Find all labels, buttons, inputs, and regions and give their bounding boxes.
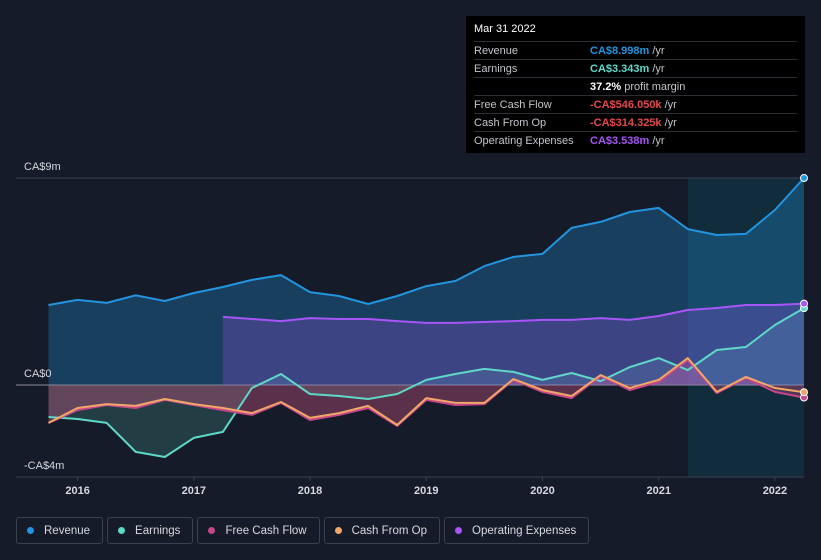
area-fill xyxy=(48,308,804,457)
series-line xyxy=(48,357,805,426)
tooltip-row: Earnings CA$3.343m/yr xyxy=(474,59,797,77)
x-tick-label: 2016 xyxy=(65,485,89,497)
end-marker xyxy=(800,174,808,183)
end-marker xyxy=(800,388,808,397)
tooltip-unit: /yr xyxy=(664,116,677,129)
legend-dot xyxy=(27,527,34,534)
y-tick-label: CA$9m xyxy=(24,161,61,173)
legend-label: Cash From Op xyxy=(351,524,428,537)
legend-item[interactable]: Earnings xyxy=(107,517,194,544)
x-tick-label: 2018 xyxy=(298,485,322,497)
legend-item[interactable]: Free Cash Flow xyxy=(197,517,320,544)
x-tick-label: 2021 xyxy=(646,485,670,497)
tooltip-value: CA$3.343m xyxy=(590,62,650,75)
tooltip-value: -CA$546.050k xyxy=(590,98,662,111)
tooltip-row: Cash From Op -CA$314.325k/yr xyxy=(474,113,797,131)
legend-dot xyxy=(455,527,463,534)
tooltip: Mar 31 2022 Revenue CA$8.998m/yr Earnings C… xyxy=(466,16,805,153)
area-fill xyxy=(222,303,804,385)
tooltip-unit: /yr xyxy=(652,62,665,75)
legend-item[interactable]: Cash From Op xyxy=(323,517,441,544)
tooltip-unit: /yr xyxy=(652,134,665,147)
series-line xyxy=(48,177,805,306)
legend-dot xyxy=(208,527,216,534)
x-tick-label: 2020 xyxy=(530,485,554,497)
tooltip-label: Free Cash Flow xyxy=(474,98,552,111)
series-line xyxy=(222,302,805,324)
highlight-region xyxy=(688,178,804,477)
tooltip-row: Revenue CA$8.998m/yr xyxy=(474,41,797,59)
x-tick-label: 2019 xyxy=(414,485,438,497)
tooltip-row: Free Cash Flow -CA$546.050k/yr xyxy=(474,95,797,113)
legend-item[interactable]: Revenue xyxy=(16,517,104,544)
legend-dot xyxy=(334,527,342,534)
legend-label: Operating Expenses xyxy=(472,524,577,537)
tooltip-value: CA$3.538m xyxy=(590,134,650,147)
tooltip-value: CA$8.998m xyxy=(590,44,650,57)
tooltip-label: Revenue xyxy=(474,44,519,57)
end-marker xyxy=(800,299,808,308)
legend-label: Free Cash Flow xyxy=(225,524,307,537)
legend-label: Revenue xyxy=(44,524,91,537)
tooltip-label: Earnings xyxy=(474,62,518,75)
tooltip-unit: /yr xyxy=(664,98,677,111)
x-tick-label: 2022 xyxy=(763,485,787,497)
tooltip-unit: profit margin xyxy=(624,80,686,93)
tooltip-label: Operating Expenses xyxy=(474,134,574,147)
x-tick-label: 2017 xyxy=(182,485,206,497)
tooltip-date: Mar 31 2022 xyxy=(474,23,536,35)
tooltip-label: Cash From Op xyxy=(474,116,547,129)
tooltip-value: -CA$314.325k xyxy=(590,116,662,129)
legend-dot xyxy=(118,527,126,534)
y-tick-label: CA$0 xyxy=(24,368,52,380)
legend-label: Earnings xyxy=(135,524,181,537)
legend: Revenue Earnings Free Cash Flow Cash From O… xyxy=(16,517,590,544)
tooltip-row: Operating Expenses CA$3.538m/yr xyxy=(474,131,797,149)
tooltip-value: 37.2% xyxy=(590,80,622,93)
y-tick-label: -CA$4m xyxy=(24,460,64,472)
area-fill xyxy=(48,178,804,385)
tooltip-row: 37.2% profit margin xyxy=(474,77,797,95)
tooltip-unit: /yr xyxy=(652,44,665,57)
legend-item[interactable]: Operating Expenses xyxy=(444,517,590,544)
